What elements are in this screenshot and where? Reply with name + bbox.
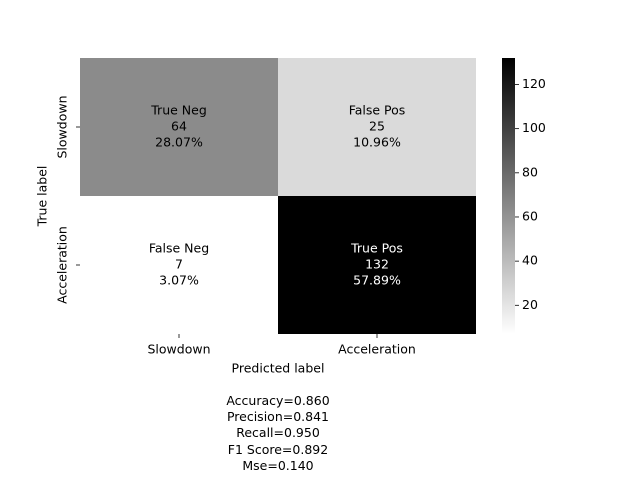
colorbar-tick-label: 40: [522, 253, 538, 268]
cell-value: 7: [175, 257, 183, 272]
x-tick-label: Slowdown: [147, 342, 210, 357]
cell-label: False Neg: [149, 241, 209, 256]
metric-accuracy: Accuracy=0.860: [226, 393, 330, 408]
metrics-block: Accuracy=0.860 Precision=0.841 Recall=0.…: [178, 393, 378, 474]
colorbar-tick-label: 80: [522, 164, 538, 179]
colorbar-tick-label: 120: [522, 76, 546, 91]
heatmap-cell: [278, 58, 476, 196]
heatmap-cell: [80, 196, 278, 334]
metric-mse: Mse=0.140: [242, 457, 314, 473]
cell-percent: 57.89%: [353, 273, 401, 288]
cell-value: 25: [369, 119, 385, 134]
colorbar-tick-label: 60: [522, 208, 538, 223]
colorbar-tick-label: 100: [522, 120, 546, 135]
colorbar-tick-label: 20: [522, 297, 538, 312]
cell-label: True Pos: [350, 241, 403, 256]
heatmap-cell: [278, 196, 476, 334]
cell-percent: 28.07%: [155, 135, 203, 150]
y-axis-label: True label: [35, 166, 50, 228]
metric-precision: Precision=0.841: [226, 409, 330, 425]
y-tick-label: Acceleration: [55, 226, 70, 304]
cell-value: 132: [365, 257, 389, 272]
cell-label: True Neg: [150, 103, 207, 118]
metric-f1-score: F1 Score=0.892: [227, 441, 329, 457]
cell-label: False Pos: [349, 103, 406, 118]
x-axis-label: Predicted label: [232, 361, 325, 376]
cell-percent: 3.07%: [159, 273, 199, 288]
y-tick-label: Slowdown: [55, 95, 70, 158]
x-tick-label: Acceleration: [338, 342, 416, 357]
colorbar-gradient: [502, 58, 515, 334]
cell-value: 64: [171, 119, 187, 134]
heatmap-cell: [80, 58, 278, 196]
cell-percent: 10.96%: [353, 135, 401, 150]
metric-recall: Recall=0.950: [236, 425, 320, 441]
